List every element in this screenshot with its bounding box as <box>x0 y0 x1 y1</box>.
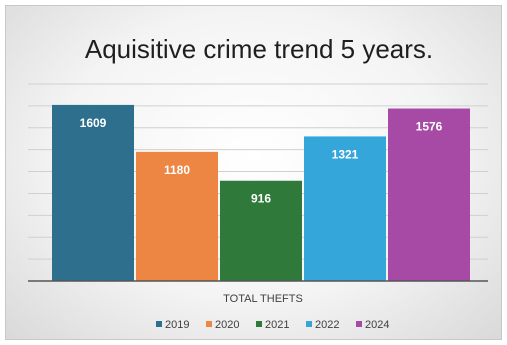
legend-label-2019: 2019 <box>165 319 189 331</box>
legend-label-2021: 2021 <box>265 319 289 331</box>
x-category-label: TOTAL THEFTS <box>223 293 303 305</box>
bars <box>52 104 470 281</box>
data-label-2024: 1576 <box>416 120 443 134</box>
chart-canvas: Aquisitive crime trend 5 years. 1609 1180… <box>28 34 488 331</box>
data-label-2020: 1180 <box>164 163 190 177</box>
bar-2020 <box>136 151 218 281</box>
bar-2022 <box>304 136 386 281</box>
legend-label-2022: 2022 <box>315 319 339 331</box>
data-label-2021: 916 <box>251 192 271 206</box>
legend-swatch-2021 <box>256 321 262 327</box>
data-labels: 1609 1180 916 1321 1576 <box>80 116 443 206</box>
legend-swatch-2020 <box>206 321 212 327</box>
legend-label-2020: 2020 <box>215 319 239 331</box>
legend-swatch-2024 <box>356 321 362 327</box>
bar-2021 <box>220 180 302 281</box>
bar-2019 <box>52 104 134 281</box>
legend-swatch-2022 <box>306 321 312 327</box>
data-label-2019: 1609 <box>80 116 107 130</box>
data-label-2022: 1321 <box>332 147 359 161</box>
chart-area: Aquisitive crime trend 5 years. 1609 1180… <box>5 5 502 340</box>
legend-swatch-2019 <box>156 321 162 327</box>
legend-label-2024: 2024 <box>365 319 389 331</box>
chart-title: Aquisitive crime trend 5 years. <box>85 34 433 64</box>
legend: 2019 2020 2021 2022 2024 <box>156 319 389 331</box>
bar-2024 <box>388 108 470 281</box>
